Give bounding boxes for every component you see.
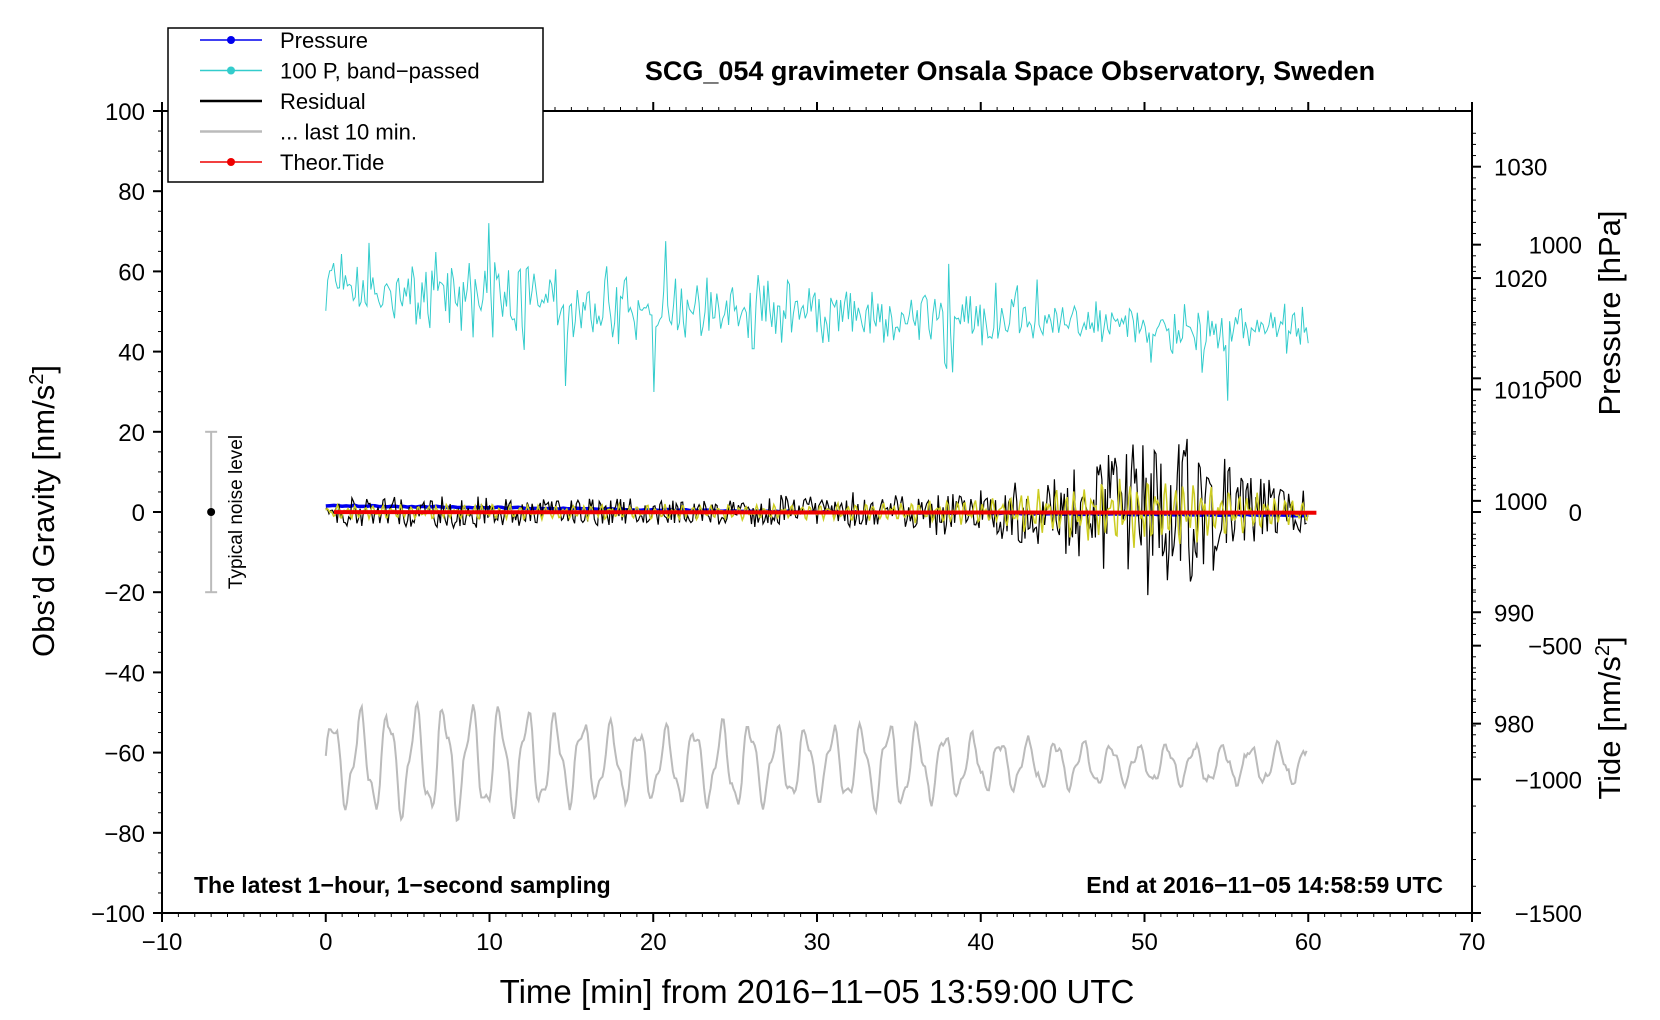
series-theor-tide (333, 510, 1317, 515)
y-tick-label: 100 (105, 99, 145, 126)
legend: Pressure 100 P, band−passed Residual ... la… (167, 27, 544, 183)
y-tick-label: 20 (118, 420, 145, 447)
series-residual-filtered (325, 478, 1309, 548)
y-axis-label-tide: Tide [nm/s2] (1592, 636, 1627, 799)
tide-tick-label: −500 (1528, 634, 1582, 661)
x-tick-label: 10 (476, 929, 503, 956)
legend-box (167, 27, 544, 183)
tide-tick-label: 0 (1569, 500, 1582, 527)
legend-label: Pressure (280, 28, 368, 53)
x-tick-label: 60 (1295, 929, 1322, 956)
series-layer (324, 223, 1317, 823)
legend-label: Theor.Tide (280, 150, 384, 175)
legend-label: Residual (280, 89, 366, 114)
series-pressure-bandpassed (325, 223, 1309, 401)
series-last-10-min (324, 700, 1308, 823)
y-axis-label-left: Obs’d Gravity [nm/s2] (26, 365, 61, 657)
pressure-tick-label: 1000 (1494, 489, 1547, 516)
legend-dot (227, 158, 235, 166)
y-tick-label: −20 (104, 580, 145, 607)
x-tick-label: −10 (142, 929, 183, 956)
annotation-sampling: The latest 1−hour, 1−second sampling (194, 872, 611, 898)
y-tick-label: 40 (118, 340, 145, 367)
y-tick-label: 0 (132, 500, 145, 527)
x-tick-label: 0 (319, 929, 332, 956)
legend-label: 100 P, band−passed (280, 59, 480, 84)
y-tick-label: −100 (91, 901, 145, 928)
chart-title: SCG_054 gravimeter Onsala Space Observat… (645, 56, 1375, 86)
y-tick-label: 80 (118, 179, 145, 206)
pressure-tick-label: 1020 (1494, 266, 1547, 293)
y-tick-label: −60 (104, 741, 145, 768)
y-tick-label: 60 (118, 259, 145, 286)
tide-tick-label: 1000 (1529, 233, 1582, 260)
tide-tick-label: −1500 (1515, 901, 1582, 928)
y-tick-label: −40 (104, 660, 145, 687)
x-axis-label: Time [min] from 2016−11−05 13:59:00 UTC (500, 973, 1135, 1010)
pressure-tick-label: 980 (1494, 712, 1534, 739)
x-tick-label: 40 (967, 929, 994, 956)
noise-bar-dot (207, 508, 216, 516)
y-axis-label-pressure: Pressure [hPa] (1592, 210, 1627, 415)
x-tick-label: 50 (1131, 929, 1158, 956)
legend-label: ... last 10 min. (280, 120, 417, 145)
series-residual (325, 438, 1307, 596)
tide-tick-label: 500 (1542, 366, 1582, 393)
legend-dot (227, 36, 235, 44)
annotation-end-time: End at 2016−11−05 14:58:59 UTC (1086, 872, 1443, 898)
legend-dot (227, 66, 235, 75)
pressure-tick-label: 990 (1494, 600, 1534, 627)
tide-tick-label: −1000 (1515, 767, 1582, 794)
x-tick-label: 30 (804, 929, 831, 956)
pressure-tick-label: 1030 (1494, 155, 1547, 182)
axes-ticks: −10 0 10 20 30 40 50 60 70−100−80−60−40−20020406… (91, 99, 1582, 956)
y-tick-label: −80 (104, 821, 145, 848)
x-tick-label: 70 (1459, 929, 1486, 956)
x-tick-label: 20 (640, 929, 667, 956)
noise-bar-label: Typical noise level (226, 435, 247, 589)
pressure-tick-label: 1010 (1494, 377, 1547, 404)
